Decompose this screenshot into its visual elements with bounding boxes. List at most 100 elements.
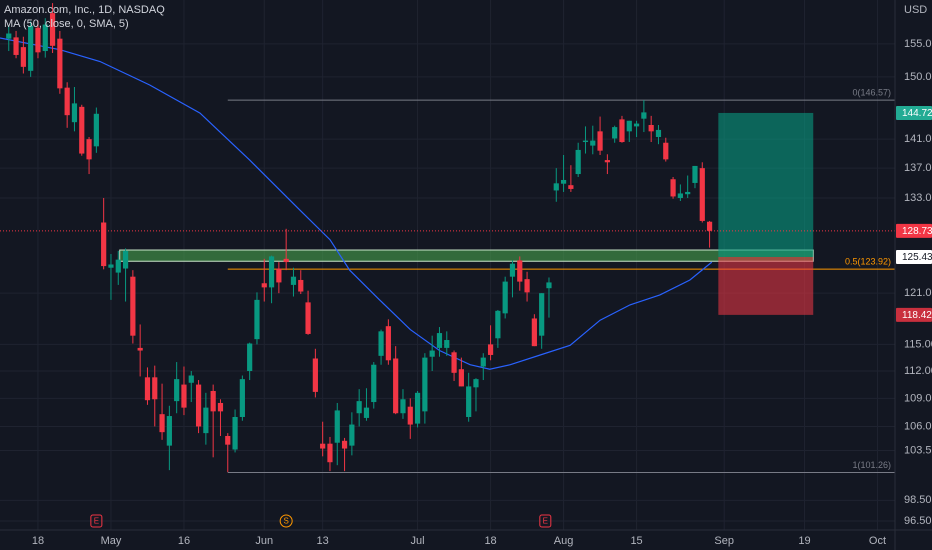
candle-body [363,407,370,418]
candle-body [57,38,63,89]
candle-body [268,256,275,288]
candle-body [188,375,194,383]
moving-average [0,37,713,370]
plot-area: 0(146.57) 0.5(123.92) 1(101.26) [0,3,895,474]
price-tag [896,249,932,264]
candle-body [648,124,654,132]
candle-body [487,344,494,355]
candle-body [626,120,632,132]
x-tick-label: 19 [798,535,810,547]
candle-body [320,443,326,449]
y-tick-label: 121.00 [904,287,932,299]
price-tag-label: 125.43 [902,252,932,263]
y-tick-label: 98.50 [904,494,932,506]
candle-body [451,352,457,373]
candle-body [86,139,92,160]
candle-body [560,179,567,184]
candle-body [210,390,216,412]
candle-body [152,377,158,400]
event-label: E [94,517,99,526]
candle-body [517,260,523,282]
candle-body [254,299,260,340]
candle-body [597,131,603,151]
candle-body [670,179,676,197]
candle-body [276,268,282,283]
candle-body [305,302,311,334]
candle-body [706,221,713,231]
candle-body [283,258,289,263]
candle-body [553,183,559,191]
candle-body [341,440,348,449]
candle-body [531,318,537,347]
y-tick-label: 103.50 [904,444,932,456]
x-tick-label: Jul [411,535,425,547]
candle-body [444,340,450,348]
candle-body [685,191,691,195]
x-tick-label: May [101,535,122,547]
candle-body [641,112,647,119]
y-tick-label: 96.50 [904,515,932,527]
x-tick-label: Aug [554,535,574,547]
candle-body [546,282,552,289]
candle-body [699,168,705,221]
candle-body [655,129,662,138]
candle-body [49,13,56,46]
y-tick-label: 155.00 [904,38,932,50]
candle-body [298,279,304,292]
candle-body [633,123,640,127]
candle-body [174,379,180,402]
event-label: S [283,517,288,526]
candle-body [509,263,516,277]
candle-body [144,377,151,401]
candle-body [6,33,12,39]
event-label: E [543,517,548,526]
y-tick-label: 106.00 [904,420,932,432]
candle-body [247,343,253,372]
x-tick-label: Oct [869,535,886,547]
price-tag-label: 118.42 [902,310,932,321]
candle-body [407,406,413,425]
candle-body [71,103,78,123]
fib-label: 0(146.57) [852,88,891,98]
x-tick-label: 18 [32,535,44,547]
candle-body [400,399,406,414]
candle-body [385,326,391,361]
candle-body [42,24,48,52]
candle-body [692,165,698,183]
candle-body [108,264,114,268]
candle-body [422,357,428,412]
candle-body [334,410,340,443]
fib-label: 1(101.26) [852,460,891,470]
candle-body [619,119,625,143]
candle-body [130,276,136,336]
candle-body [356,401,362,414]
candle-body [575,149,581,175]
y-tick-label: 133.00 [904,192,932,204]
x-tick-label: Jun [255,535,273,547]
candle-body [181,384,187,408]
candle-body [159,414,165,433]
stop-zone [718,256,814,315]
candle-body [436,333,443,348]
x-tick-label: 15 [630,535,642,547]
candle-body [195,384,202,427]
candle-body [93,113,99,147]
candle-body [371,364,377,403]
candle-body [414,392,421,424]
candle-body [261,283,267,288]
price-tag [896,307,932,322]
candle-body [64,87,70,116]
price-tag [896,223,932,238]
candle-body [312,358,318,392]
candle-body [539,293,545,336]
candle-body [349,424,355,446]
currency-label: USD [904,4,927,16]
price-tag-label: 128.73 [902,226,932,237]
candle-body [101,222,107,267]
event-icon [279,514,293,528]
candle-body [137,347,143,351]
event-icon [90,514,103,528]
candle-body [35,27,41,53]
indicator-legend: MA (50, close, 0, SMA, 5) [4,18,129,30]
